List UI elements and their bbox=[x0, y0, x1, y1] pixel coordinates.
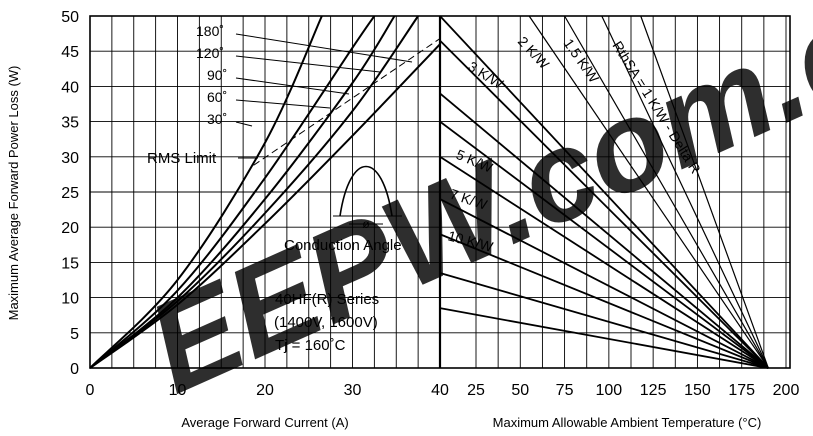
thermal-resistance-line-5 bbox=[439, 198, 769, 369]
x-tick-label-temperature: 50 bbox=[511, 382, 529, 399]
y-axis-label: Maximum Average Forward Power Loss (W) bbox=[6, 66, 21, 321]
y-tick-label: 5 bbox=[70, 326, 79, 343]
angle-leader-line bbox=[235, 77, 350, 95]
x-tick-label-temperature: 25 bbox=[467, 382, 485, 399]
thermal-resistance-line-7 bbox=[439, 15, 769, 369]
half-sine-curve bbox=[339, 165, 393, 217]
y-tick-label: 45 bbox=[61, 44, 79, 61]
tick-labels: 0 5 10 15 20 25 30 35 40 45 50 0 10 20 30 40 25 50 75 100 12… bbox=[61, 9, 799, 399]
x-axis-label-current: Average Forward Current (A) bbox=[181, 415, 348, 430]
x-tick-label-current: 20 bbox=[256, 382, 274, 399]
thermal-resistance-line-1 bbox=[601, 15, 769, 369]
angle-leader-line bbox=[235, 33, 413, 63]
thermal-resistance-line-4 bbox=[439, 156, 769, 369]
thermal-resistance-line-10 bbox=[439, 120, 769, 369]
thermal-resistance-line-2 bbox=[564, 15, 769, 369]
rms-limit-label: RMS Limit bbox=[147, 150, 217, 167]
angle-leader-line bbox=[235, 55, 381, 73]
voltage-label: (1400V, 1600V) bbox=[274, 314, 378, 331]
y-tick-label: 20 bbox=[61, 220, 79, 237]
power-loss-curve-2 bbox=[89, 15, 396, 369]
frame bbox=[89, 15, 791, 369]
angle-label-60: 60˚ bbox=[207, 89, 227, 105]
angle-label-180: 180˚ bbox=[196, 23, 224, 39]
x-tick-label-temperature: 75 bbox=[556, 382, 574, 399]
thermal-resistance-line-9 bbox=[439, 92, 769, 369]
y-tick-label: 35 bbox=[61, 115, 79, 132]
x-tick-label-current: 30 bbox=[344, 382, 362, 399]
x-tick-label-current: 10 bbox=[169, 382, 187, 399]
y-tick-label: 30 bbox=[61, 150, 79, 167]
angle-leader-line bbox=[235, 121, 253, 127]
conduction-angle-label: Conduction Angle bbox=[284, 237, 402, 254]
x-axis-label-temperature: Maximum Allowable Ambient Temperature (°… bbox=[493, 415, 762, 430]
x-tick-label-current: 0 bbox=[86, 382, 95, 399]
junction-temp-label: Tj = 160˚C bbox=[275, 337, 346, 354]
thermal-resistance-line-0 bbox=[640, 15, 769, 369]
power-loss-curve-1 bbox=[89, 15, 419, 369]
rms-limit-line bbox=[253, 38, 441, 166]
conduction-angle-diagram bbox=[333, 165, 402, 225]
rth-1-5-label: 1.5 K/W bbox=[561, 36, 603, 87]
power-loss-curve-4 bbox=[89, 15, 323, 369]
angle-label-120: 120˚ bbox=[196, 45, 224, 61]
thermal-resistance-line-11 bbox=[439, 272, 769, 369]
y-tick-label: 50 bbox=[61, 9, 79, 26]
x-tick-label-temperature: 100 bbox=[596, 382, 623, 399]
y-tick-label: 25 bbox=[61, 185, 79, 202]
x-tick-label-current: 40 bbox=[431, 382, 449, 399]
thermal-resistance-line-8 bbox=[439, 40, 769, 369]
power-loss-curve-0 bbox=[89, 43, 441, 369]
power-loss-curve-3 bbox=[89, 15, 376, 369]
angle-label-90: 90˚ bbox=[207, 67, 227, 83]
series-title: 40HF(R) Series bbox=[275, 291, 379, 308]
thermal-resistance-line-6 bbox=[439, 233, 769, 369]
phi-symbol: ø bbox=[362, 217, 370, 231]
y-tick-label: 10 bbox=[61, 291, 79, 308]
angle-label-30: 30˚ bbox=[207, 111, 227, 127]
x-tick-label-temperature: 125 bbox=[640, 382, 667, 399]
thermal-resistance-line-3 bbox=[528, 15, 769, 369]
thermal-resistance-line-12 bbox=[439, 307, 769, 369]
x-tick-label-temperature: 200 bbox=[773, 382, 800, 399]
x-tick-label-temperature: 150 bbox=[684, 382, 711, 399]
curves bbox=[89, 15, 769, 369]
x-tick-label-temperature: 175 bbox=[728, 382, 755, 399]
y-tick-label: 0 bbox=[70, 361, 79, 378]
y-tick-label: 15 bbox=[61, 255, 79, 272]
angle-leader-line bbox=[235, 99, 331, 109]
y-tick-label: 40 bbox=[61, 79, 79, 96]
